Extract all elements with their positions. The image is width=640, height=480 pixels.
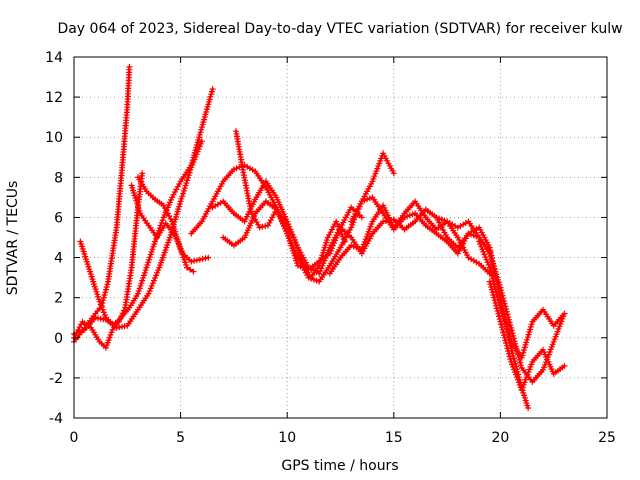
y-tick-label: 10 xyxy=(45,130,63,146)
chart-title: Day 064 of 2023, Sidereal Day-to-day VTE… xyxy=(57,21,622,37)
axis-ticks: 0 5 10 15 20 25 -4 -2 0 2 4 6 8 10 12 14 xyxy=(45,50,616,446)
y-tick-label: 2 xyxy=(54,291,63,307)
x-tick-label: 15 xyxy=(385,430,403,446)
series-track-7 xyxy=(188,150,397,285)
y-tick-label: -2 xyxy=(49,371,63,387)
y-axis-label: SDTVAR / TECUs xyxy=(5,181,21,296)
x-tick-label: 20 xyxy=(491,430,509,446)
series-markers xyxy=(71,138,205,337)
x-tick-label: 0 xyxy=(70,430,79,446)
x-tick-label: 10 xyxy=(278,430,296,446)
series-track-3 xyxy=(71,86,216,351)
grid-lines xyxy=(74,57,607,418)
y-tick-label: 12 xyxy=(45,90,63,106)
y-tick-label: 14 xyxy=(45,50,63,66)
series-track-6 xyxy=(135,174,197,275)
x-tick-label: 25 xyxy=(598,430,616,446)
series-markers xyxy=(433,214,568,385)
data-series xyxy=(71,64,568,411)
x-axis-label: GPS time / hours xyxy=(281,458,398,474)
series-markers xyxy=(188,150,397,285)
y-tick-label: 6 xyxy=(54,210,63,226)
series-track-13 xyxy=(433,214,568,385)
series-markers xyxy=(135,174,197,275)
series-line xyxy=(72,139,204,335)
series-markers xyxy=(476,238,568,361)
x-tick-label: 5 xyxy=(176,430,185,446)
series-track-15 xyxy=(486,278,568,393)
series-markers xyxy=(486,278,568,393)
y-tick-label: 8 xyxy=(54,170,63,186)
plot-frame xyxy=(73,56,608,419)
y-tick-label: 4 xyxy=(54,251,63,267)
y-tick-label: 0 xyxy=(54,331,63,347)
series-track-4 xyxy=(71,138,205,337)
series-track-14 xyxy=(476,238,568,361)
y-tick-label: -4 xyxy=(49,411,63,427)
